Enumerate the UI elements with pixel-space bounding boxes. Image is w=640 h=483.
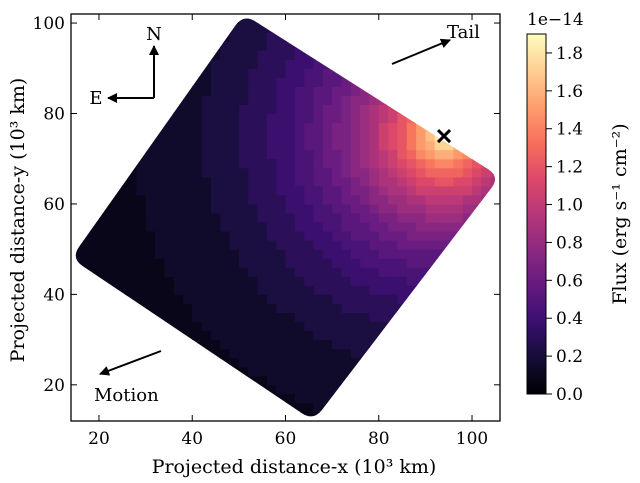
colorbar-tick-label: 1.0: [556, 196, 583, 216]
east-label: E: [89, 88, 102, 109]
motion-arrow: [99, 350, 162, 376]
y-axis-ticks: 20 40 60 80 100: [33, 14, 500, 396]
north-label: N: [146, 24, 162, 45]
colorbar-ticks: 0.0 0.2 0.4 0.6 0.8 1.0 1.2 1.4 1.6 1.8: [546, 44, 583, 405]
tail-label: Tail: [447, 22, 480, 43]
y-tick-label: 60: [43, 195, 65, 215]
y-tick-label: 100: [33, 14, 65, 34]
tail-arrow: [391, 38, 451, 65]
x-axis-ticks: 20 40 60 80 100: [88, 14, 488, 449]
peak-marker: [436, 129, 452, 144]
colorbar-tick-label: 0.2: [556, 347, 583, 367]
colorbar-tick-label: 1.2: [556, 158, 583, 178]
plot-area: 20 40 60 80 100 20 40 60 80 100: [33, 13, 501, 449]
peak-marker-stroke: [436, 129, 452, 144]
colorbar-tick-label: 0.0: [556, 385, 583, 405]
colorbar-label: Flux (erg s⁻¹ cm⁻²): [609, 123, 631, 304]
y-tick-label: 40: [43, 285, 65, 305]
y-axis-label: Projected distance-y (10³ km): [7, 78, 29, 363]
motion-annotation: Motion: [94, 350, 162, 406]
x-axis-label: Projected distance-x (10³ km): [152, 456, 437, 478]
y-tick-label: 80: [43, 104, 65, 124]
colorbar-tick-label: 1.8: [556, 44, 583, 64]
y-tick-label: 20: [43, 376, 65, 396]
compass: N E: [89, 24, 161, 109]
x-tick-label: 20: [88, 429, 110, 449]
x-tick-label: 40: [181, 429, 203, 449]
colorbar-tick-label: 0.8: [556, 233, 583, 253]
colorbar-offset: 1e−14: [527, 10, 584, 30]
colorbar-tick-label: 0.4: [556, 309, 583, 329]
x-tick-label: 100: [456, 429, 488, 449]
colorbar-gradient: [526, 33, 547, 395]
x-tick-label: 80: [368, 429, 390, 449]
tail-annotation: Tail: [391, 22, 480, 65]
colorbar-tick-label: 1.6: [556, 82, 583, 102]
colorbar: 0.0 0.2 0.4 0.6 0.8 1.0 1.2 1.4 1.6 1.8 1e−14 Flu…: [526, 10, 631, 405]
colorbar-tick-label: 1.4: [556, 120, 583, 140]
motion-label: Motion: [94, 385, 159, 406]
x-tick-label: 60: [275, 429, 297, 449]
colorbar-tick-label: 0.6: [556, 271, 583, 291]
